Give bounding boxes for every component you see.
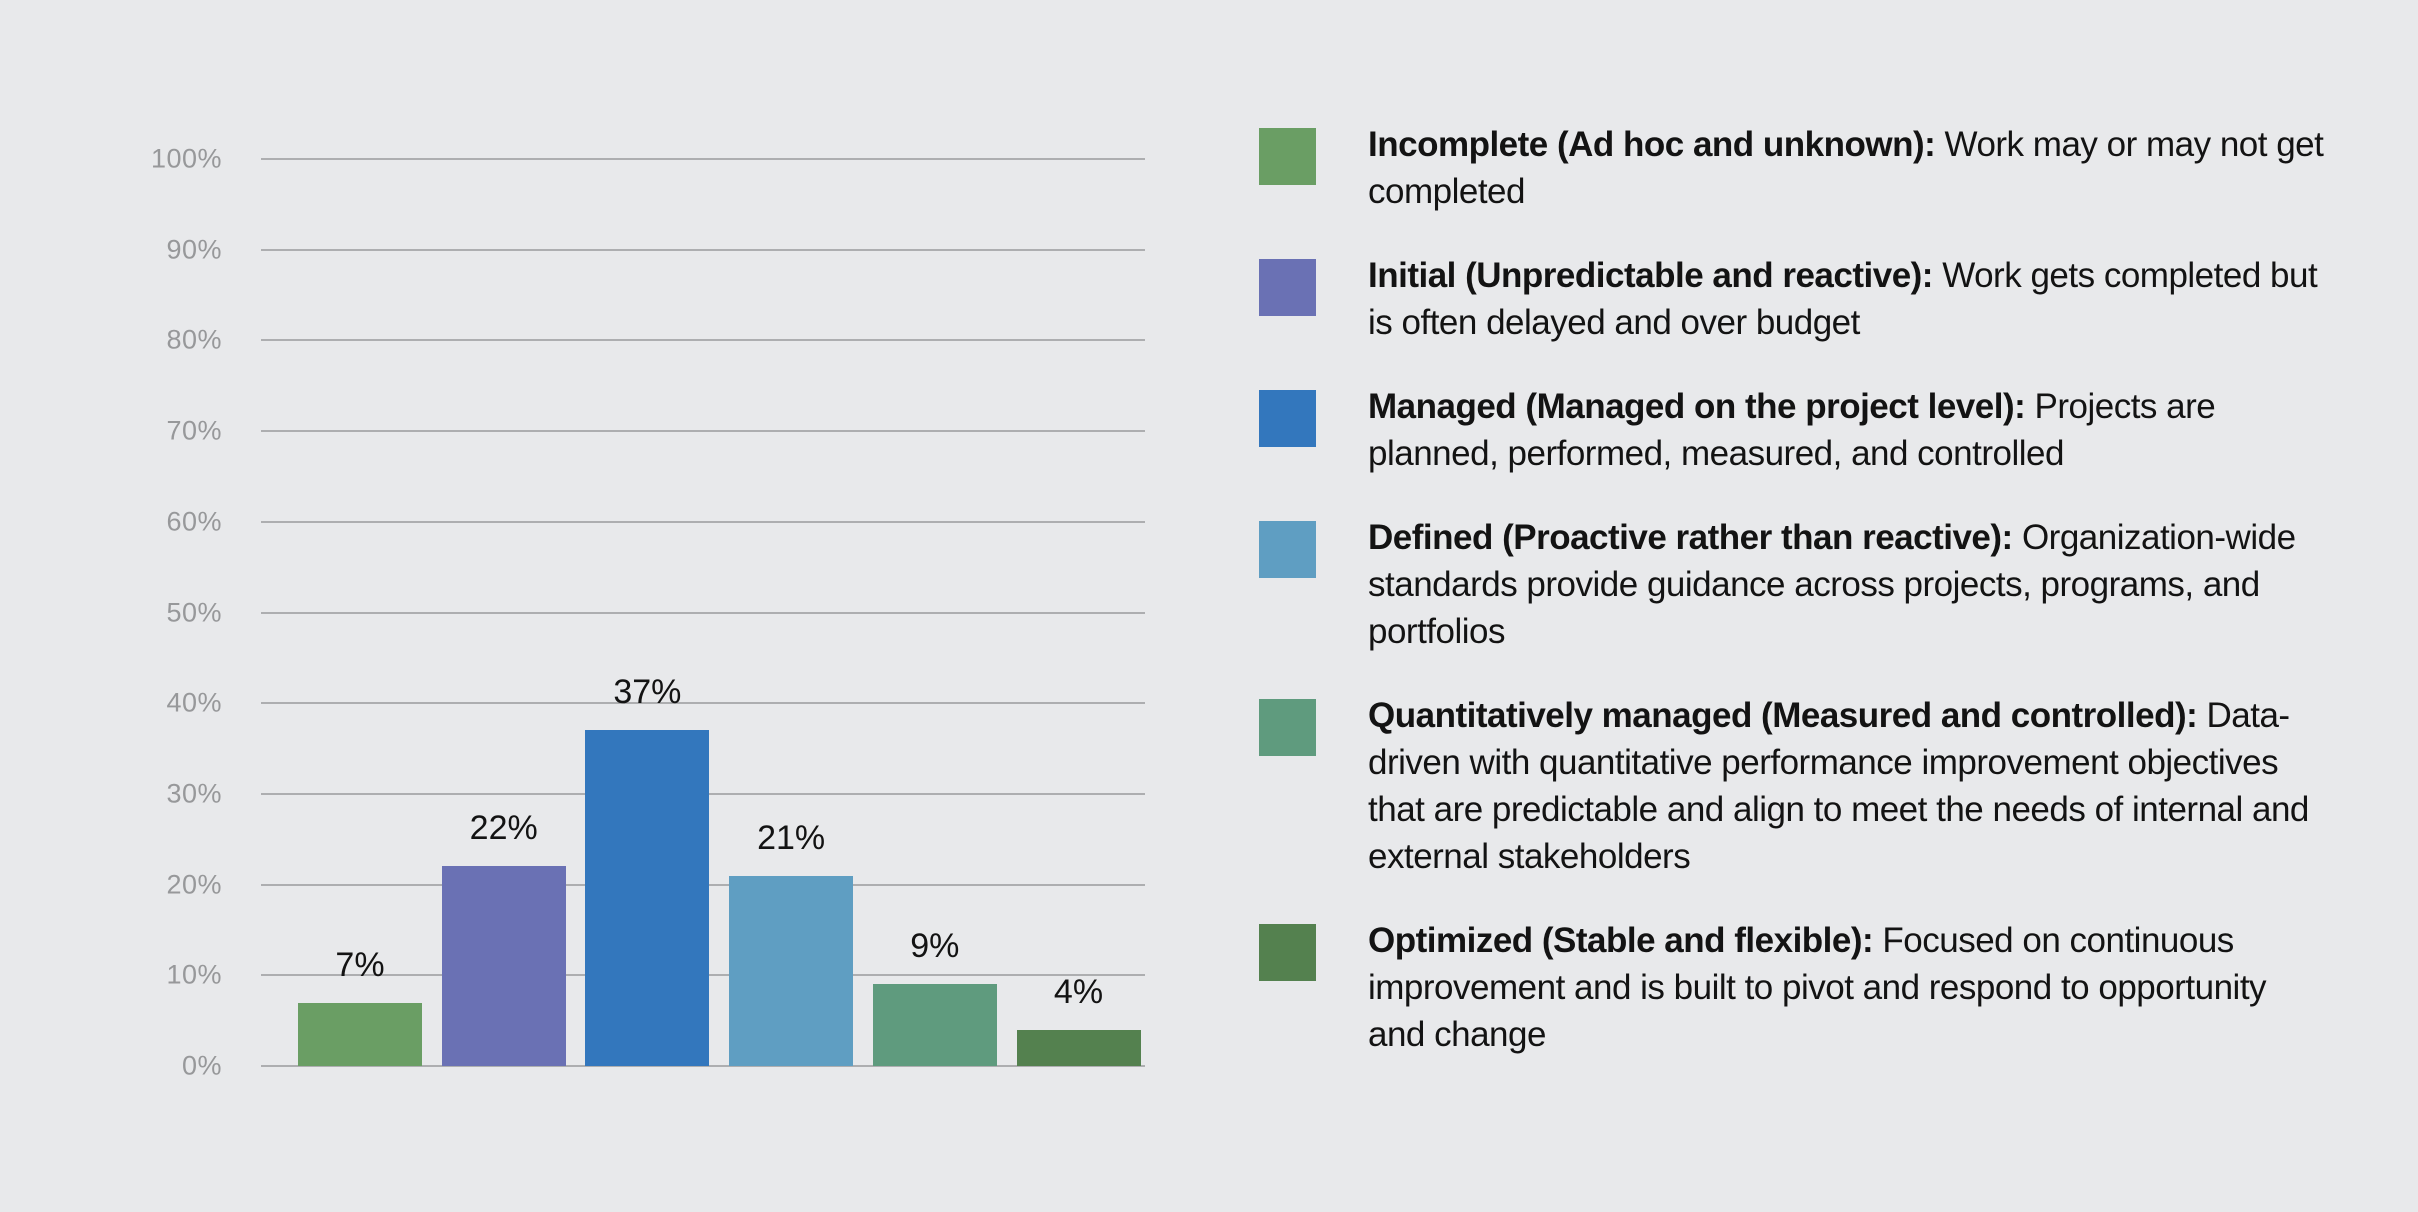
- y-axis-tick-label-50: 50%: [166, 597, 222, 627]
- bar-initial: [441, 866, 566, 1066]
- bar-value-label-incomplete: 7%: [335, 945, 385, 984]
- bar-defined: [729, 875, 854, 1066]
- y-axis-tick-label-60: 60%: [166, 506, 222, 537]
- legend-swatch-managed: [1259, 390, 1316, 447]
- y-axis-tick-label-70: 70%: [166, 415, 222, 446]
- bar-value-label-initial: 22%: [469, 809, 538, 848]
- legend-swatch-defined: [1259, 521, 1316, 578]
- y-axis-tick-label-10: 10%: [166, 959, 222, 990]
- legend-item-text-incomplete: Incomplete (Ad hoc and unknown): Work ma…: [1368, 125, 2324, 211]
- legend-item-text-defined: Defined (Proactive rather than reactive)…: [1368, 518, 2296, 651]
- gridline-100: [261, 158, 1145, 160]
- legend-item-text-quantitatively-managed: Quantitatively managed (Measured and con…: [1368, 696, 2309, 876]
- bar-incomplete: [298, 1002, 422, 1066]
- bar-quantitatively-managed: [872, 984, 997, 1066]
- legend-item-name-incomplete: Incomplete (Ad hoc and unknown):: [1368, 125, 1936, 164]
- gridline-70: [261, 430, 1145, 433]
- legend-item-name-optimized: Optimized (Stable and flexible):: [1368, 921, 1874, 960]
- legend-item-defined: Defined (Proactive rather than reactive)…: [1259, 518, 2344, 655]
- y-axis-tick-label-80: 80%: [166, 324, 222, 355]
- legend-item-name-managed: Managed (Managed on the project level):: [1368, 387, 2026, 426]
- legend-item-quantitatively-managed: Quantitatively managed (Measured and con…: [1259, 696, 2344, 880]
- legend-item-name-quantitatively-managed: Quantitatively managed (Measured and con…: [1368, 696, 2198, 735]
- gridline-80: [261, 339, 1145, 342]
- legend-item-incomplete: Incomplete (Ad hoc and unknown): Work ma…: [1259, 125, 2344, 215]
- legend-item-name-initial: Initial (Unpredictable and reactive):: [1368, 256, 1933, 295]
- y-axis-tick-label-0: 0%: [181, 1050, 222, 1081]
- legend: Incomplete (Ad hoc and unknown): Work ma…: [1259, 125, 2344, 1058]
- bar-value-label-managed: 37%: [613, 673, 682, 712]
- gridline-0: [261, 1065, 1145, 1067]
- legend-item-text-managed: Managed (Managed on the project level): …: [1368, 387, 2216, 473]
- bar-value-label-optimized: 4%: [1053, 972, 1104, 1011]
- bar-value-label-defined: 21%: [757, 818, 826, 857]
- legend-item-managed: Managed (Managed on the project level): …: [1259, 387, 2344, 477]
- y-axis-tick-label-20: 20%: [166, 869, 222, 900]
- y-axis-tick-label-90: 90%: [166, 234, 222, 265]
- bar-managed: [585, 730, 710, 1066]
- y-axis-tick-label-100: 100%: [150, 143, 222, 174]
- legend-item-text-optimized: Optimized (Stable and flexible): Focused…: [1368, 921, 2267, 1054]
- bar-value-label-quantitatively-managed: 9%: [910, 927, 960, 966]
- legend-swatch-optimized: [1259, 924, 1316, 981]
- gridline-40: [261, 702, 1145, 705]
- bar-chart: 100% 90% 80% 70% 60% 50% 40% 30% 20% 10% 0% 7% 22% 37…: [150, 143, 1145, 1081]
- legend-swatch-incomplete: [1259, 128, 1316, 185]
- gridline-50: [261, 611, 1145, 614]
- y-axis-tick-label-40: 40%: [166, 687, 222, 718]
- legend-item-name-defined: Defined (Proactive rather than reactive)…: [1368, 518, 2013, 557]
- bar-optimized: [1016, 1029, 1141, 1066]
- legend-item-text-initial: Initial (Unpredictable and reactive): Wo…: [1368, 256, 2318, 342]
- legend-item-initial: Initial (Unpredictable and reactive): Wo…: [1259, 256, 2344, 346]
- gridline-90: [261, 248, 1145, 251]
- legend-item-optimized: Optimized (Stable and flexible): Focused…: [1259, 921, 2344, 1058]
- gridline-60: [261, 520, 1145, 523]
- legend-swatch-initial: [1259, 259, 1316, 316]
- legend-swatch-quantitatively-managed: [1259, 699, 1316, 756]
- y-axis-tick-label-30: 30%: [166, 778, 222, 809]
